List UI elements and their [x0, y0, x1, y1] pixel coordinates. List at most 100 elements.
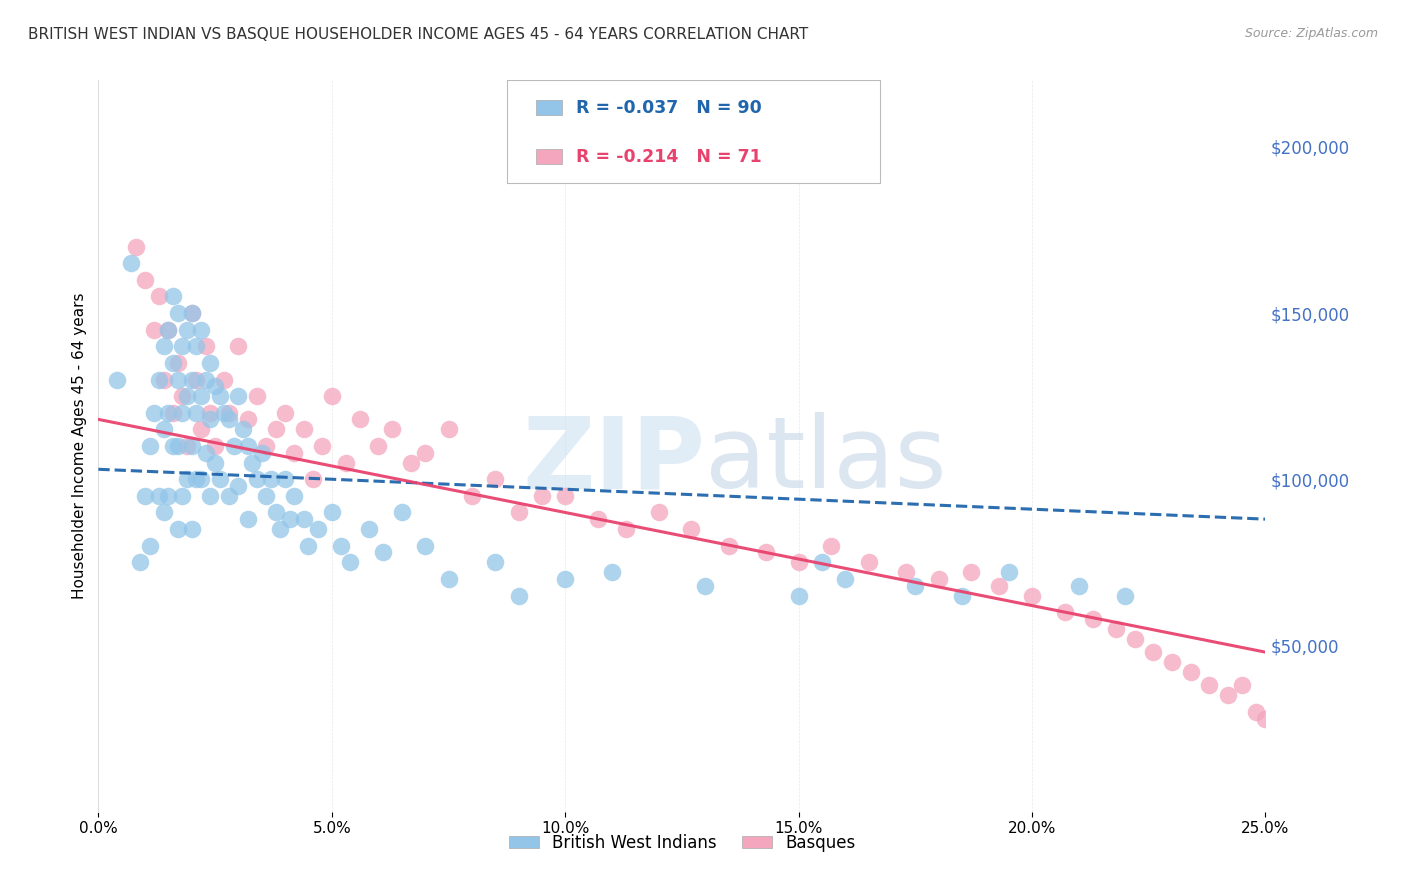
Point — [413, 445, 436, 459]
Point — [1123, 632, 1146, 646]
Point — [190, 323, 212, 337]
Point — [194, 445, 217, 459]
Point — [292, 512, 315, 526]
Point — [614, 522, 637, 536]
Point — [1114, 589, 1136, 603]
Point — [228, 339, 250, 353]
Point — [755, 545, 778, 559]
Text: R = -0.214   N = 71: R = -0.214 N = 71 — [575, 148, 762, 166]
Text: Source: ZipAtlas.com: Source: ZipAtlas.com — [1244, 27, 1378, 40]
Point — [186, 339, 208, 353]
Point — [321, 389, 343, 403]
Point — [157, 323, 180, 337]
Point — [190, 389, 212, 403]
Point — [787, 555, 810, 569]
Point — [311, 439, 333, 453]
Point — [437, 422, 460, 436]
Point — [157, 323, 180, 337]
Point — [204, 439, 226, 453]
Point — [166, 439, 188, 453]
Point — [1216, 689, 1239, 703]
Point — [200, 406, 222, 420]
Point — [256, 489, 278, 503]
Point — [172, 339, 194, 353]
Point — [148, 489, 170, 503]
Point — [283, 445, 305, 459]
Text: BRITISH WEST INDIAN VS BASQUE HOUSEHOLDER INCOME AGES 45 - 64 YEARS CORRELATION : BRITISH WEST INDIAN VS BASQUE HOUSEHOLDE… — [28, 27, 808, 42]
Point — [232, 422, 254, 436]
Point — [162, 289, 184, 303]
Point — [1301, 738, 1323, 752]
Point — [600, 566, 623, 580]
Point — [1067, 579, 1090, 593]
Point — [190, 472, 212, 486]
Y-axis label: Householder Income Ages 45 - 64 years: Householder Income Ages 45 - 64 years — [72, 293, 87, 599]
Point — [180, 372, 202, 386]
Point — [200, 412, 222, 426]
Point — [811, 555, 834, 569]
Point — [339, 555, 361, 569]
Point — [437, 572, 460, 586]
Point — [148, 289, 170, 303]
Point — [176, 439, 198, 453]
Point — [204, 456, 226, 470]
Point — [157, 406, 180, 420]
FancyBboxPatch shape — [508, 80, 880, 183]
Point — [143, 406, 166, 420]
Point — [530, 489, 553, 503]
Point — [208, 389, 231, 403]
Point — [162, 406, 184, 420]
Point — [186, 406, 208, 420]
Point — [208, 472, 231, 486]
Point — [274, 406, 297, 420]
Text: R = -0.037   N = 90: R = -0.037 N = 90 — [575, 99, 762, 117]
Point — [717, 539, 740, 553]
Point — [194, 339, 217, 353]
Text: atlas: atlas — [706, 412, 946, 509]
Point — [988, 579, 1011, 593]
Point — [321, 506, 343, 520]
Point — [134, 273, 156, 287]
Point — [134, 489, 156, 503]
Point — [330, 539, 353, 553]
Point — [236, 412, 259, 426]
Point — [180, 439, 202, 453]
Point — [222, 439, 245, 453]
Point — [214, 406, 236, 420]
Point — [152, 506, 174, 520]
Point — [190, 422, 212, 436]
Point — [264, 506, 287, 520]
Point — [335, 456, 357, 470]
Point — [399, 456, 422, 470]
Point — [461, 489, 484, 503]
Point — [172, 389, 194, 403]
Point — [1264, 698, 1286, 713]
Point — [180, 306, 202, 320]
Point — [928, 572, 950, 586]
Point — [1292, 731, 1315, 746]
Point — [180, 306, 202, 320]
Point — [200, 489, 222, 503]
Point — [250, 445, 273, 459]
Point — [152, 372, 174, 386]
Point — [152, 422, 174, 436]
Point — [166, 522, 188, 536]
Point — [1230, 678, 1253, 692]
Point — [1021, 589, 1043, 603]
Point — [246, 472, 269, 486]
Point — [391, 506, 413, 520]
Point — [236, 439, 259, 453]
Point — [236, 512, 259, 526]
Point — [162, 356, 184, 370]
Point — [1142, 645, 1164, 659]
Point — [214, 372, 236, 386]
Point — [176, 389, 198, 403]
Point — [176, 472, 198, 486]
Point — [176, 323, 198, 337]
Point — [228, 479, 250, 493]
Point — [204, 379, 226, 393]
Point — [508, 506, 530, 520]
Point — [1278, 722, 1301, 736]
Point — [381, 422, 404, 436]
Point — [681, 522, 703, 536]
